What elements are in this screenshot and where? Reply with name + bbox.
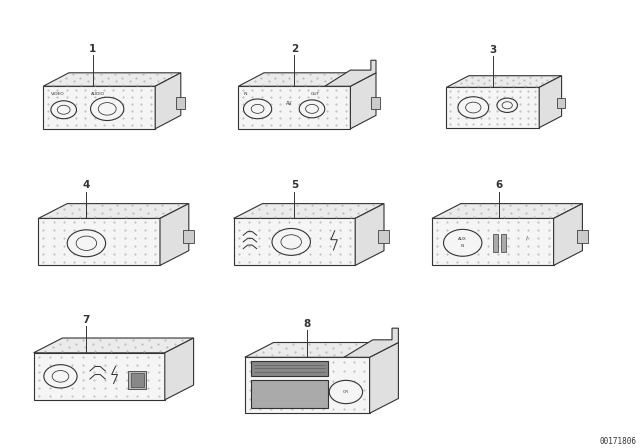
Text: VIDEO: VIDEO: [51, 92, 65, 96]
Polygon shape: [244, 342, 398, 358]
Polygon shape: [370, 342, 398, 413]
Polygon shape: [251, 361, 328, 376]
Polygon shape: [344, 328, 398, 358]
Polygon shape: [493, 234, 498, 252]
Text: AUX: AUX: [458, 237, 467, 241]
Text: 4: 4: [83, 180, 90, 190]
Polygon shape: [432, 203, 582, 218]
Polygon shape: [371, 97, 380, 109]
Polygon shape: [447, 76, 562, 87]
Polygon shape: [38, 203, 189, 218]
Polygon shape: [165, 338, 193, 400]
Polygon shape: [239, 73, 376, 86]
Polygon shape: [501, 234, 506, 252]
Text: OUT: OUT: [310, 92, 320, 96]
Text: IN: IN: [244, 92, 248, 96]
Circle shape: [67, 230, 106, 257]
Circle shape: [458, 97, 489, 118]
Polygon shape: [324, 60, 376, 86]
Polygon shape: [378, 230, 389, 244]
Text: OR: OR: [343, 390, 349, 394]
Text: AV: AV: [286, 100, 293, 106]
Polygon shape: [239, 86, 351, 129]
Polygon shape: [432, 218, 554, 265]
Polygon shape: [577, 230, 588, 244]
Polygon shape: [447, 87, 540, 128]
Circle shape: [497, 98, 517, 112]
Circle shape: [272, 228, 310, 255]
Polygon shape: [34, 338, 193, 353]
Circle shape: [243, 99, 272, 119]
Polygon shape: [251, 380, 328, 408]
Text: 2: 2: [291, 43, 298, 53]
Text: 3: 3: [489, 45, 497, 55]
Text: 1: 1: [89, 43, 97, 53]
Text: AUDIO: AUDIO: [92, 92, 105, 96]
Polygon shape: [34, 353, 165, 400]
Circle shape: [91, 97, 124, 121]
Polygon shape: [351, 73, 376, 129]
Polygon shape: [540, 76, 562, 128]
Polygon shape: [44, 86, 155, 129]
Polygon shape: [160, 203, 189, 265]
Text: 00171806: 00171806: [600, 437, 637, 446]
Circle shape: [44, 365, 77, 388]
Polygon shape: [234, 203, 384, 218]
Text: /: /: [526, 236, 527, 241]
Polygon shape: [355, 203, 384, 265]
Text: 8: 8: [303, 319, 311, 329]
Polygon shape: [128, 371, 147, 389]
Polygon shape: [183, 230, 194, 244]
Circle shape: [300, 100, 325, 118]
Polygon shape: [554, 203, 582, 265]
Text: 7: 7: [83, 314, 90, 324]
Circle shape: [444, 229, 482, 256]
Text: 5: 5: [291, 180, 298, 190]
Polygon shape: [44, 73, 180, 86]
Circle shape: [51, 101, 77, 119]
Text: IN: IN: [461, 245, 465, 248]
Text: 6: 6: [495, 180, 503, 190]
Polygon shape: [234, 218, 355, 265]
Polygon shape: [155, 73, 180, 129]
Polygon shape: [175, 97, 186, 109]
Polygon shape: [557, 98, 566, 108]
Circle shape: [329, 380, 362, 404]
Polygon shape: [131, 373, 144, 387]
Polygon shape: [38, 218, 160, 265]
Polygon shape: [244, 358, 370, 413]
